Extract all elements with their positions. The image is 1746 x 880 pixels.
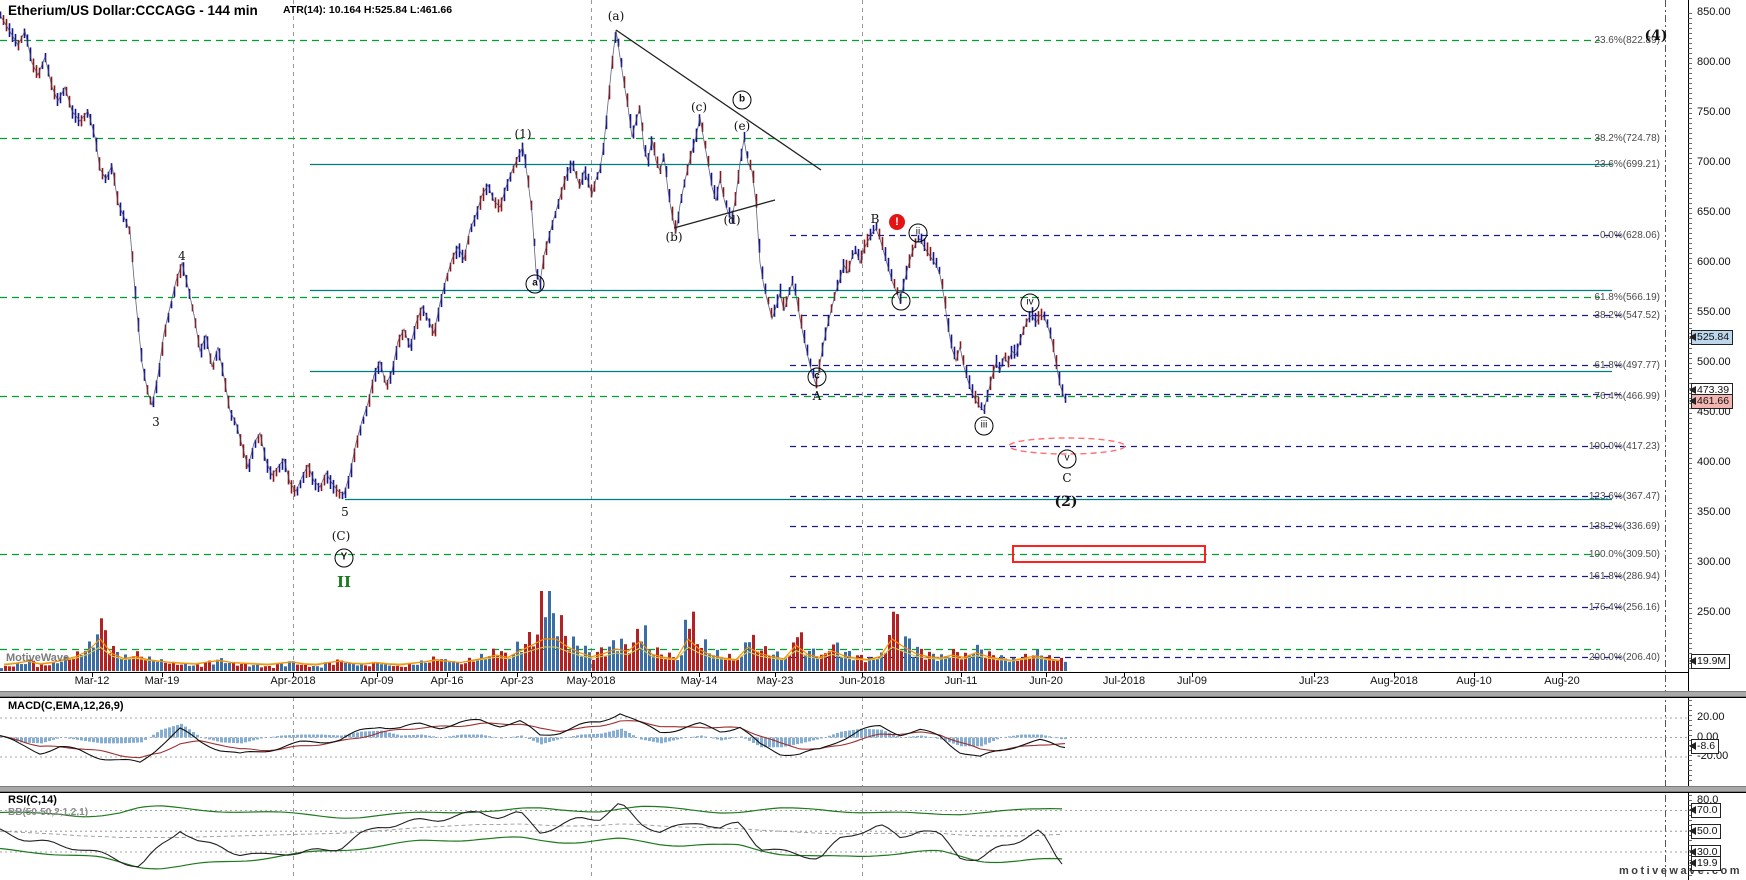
volume-badge: 19.9M: [1688, 654, 1731, 669]
symbol-title: Etherium/US Dollar:CCCAGG - 144 min: [8, 3, 258, 18]
rsi-value-badge: 50.0: [1688, 824, 1722, 840]
macd-indicator-label: MACD(C,EMA,12,26,9): [8, 700, 124, 712]
macd-line: [0, 713, 1066, 763]
rsi-value-badge: 19.9: [1688, 855, 1722, 871]
bb-indicator-label: BB(50-50,2,1,2,1): [8, 807, 89, 818]
target-ellipse[interactable]: [1008, 437, 1126, 455]
atr-readout: ATR(14): 10.164 H:525.84 L:461.66: [283, 4, 453, 16]
motivewave-site-watermark: motivewave.com: [1618, 865, 1742, 877]
alert-warning-icon[interactable]: !: [889, 214, 905, 230]
price-badge: 473.39: [1688, 382, 1734, 398]
axis-ticks: [92, 13, 1692, 876]
rsi-line: [0, 803, 1063, 868]
price-badge: 461.66: [1688, 394, 1734, 410]
bb-middle-line: [0, 823, 1063, 838]
bb-upper-line: [0, 805, 1063, 819]
fib-lines[interactable]: [0, 39, 1622, 659]
rsi-value-badge: 70.0: [1688, 803, 1722, 819]
candles: [0, 11, 1067, 500]
panel-separator[interactable]: [0, 786, 1746, 792]
target-zone-rectangle[interactable]: [1012, 545, 1206, 563]
rsi-indicator-label: RSI(C,14): [8, 794, 57, 806]
month-gridlines: [293, 0, 863, 880]
motivewave-watermark: MotiveWave: [6, 652, 70, 664]
macd-histogram: [0, 723, 1067, 748]
macd-signal-line: [0, 720, 1066, 759]
panel-separator[interactable]: [0, 691, 1746, 697]
bb-lower-line: [0, 836, 1063, 870]
price-badge: 525.84: [1688, 330, 1734, 346]
volume-bars: [0, 591, 1067, 671]
rsi-gridlines: [0, 810, 1688, 853]
volume-ma-line: [3, 638, 1061, 666]
trendlines[interactable]: [615, 29, 822, 229]
macd-value-badge: -8.6: [1688, 738, 1720, 754]
